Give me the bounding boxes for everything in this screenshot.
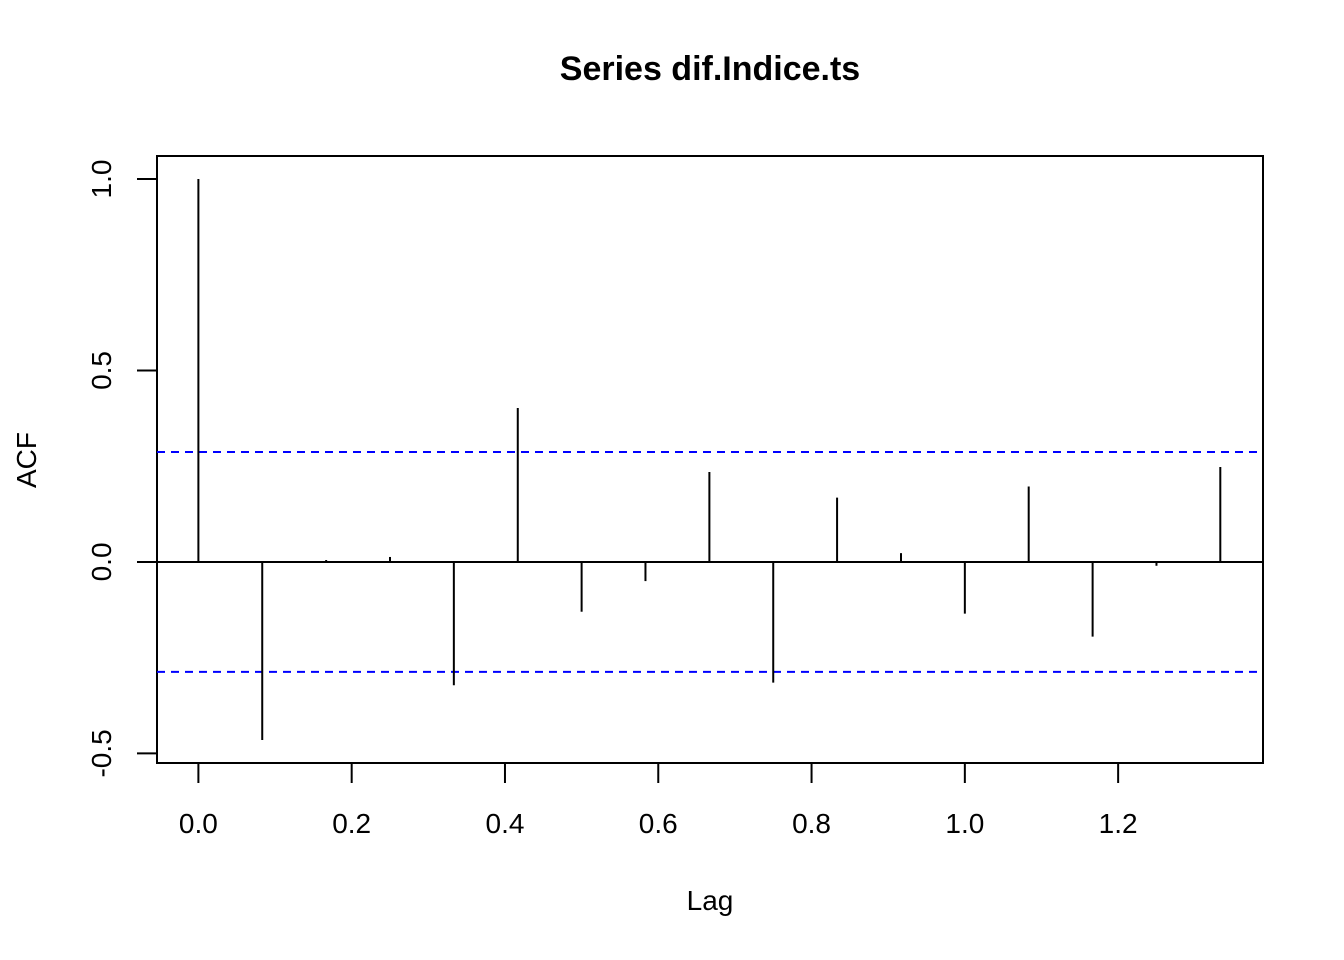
y-tick-label: -0.5 [86, 729, 117, 777]
chart-title: Series dif.Indice.ts [560, 50, 860, 88]
x-axis: 0.0 0.2 0.4 0.6 0.8 1.0 1.2 [179, 762, 1138, 839]
x-tick-label: 0.6 [639, 808, 678, 839]
y-axis: -0.5 0.0 0.5 1.0 [86, 160, 158, 778]
confidence-bounds [157, 451, 1263, 673]
y-tick-label: 0.5 [86, 351, 117, 390]
x-tick-label: 0.0 [179, 808, 218, 839]
x-tick-label: 1.2 [1099, 808, 1138, 839]
y-tick-label: 1.0 [86, 160, 117, 199]
x-tick-label: 1.0 [945, 808, 984, 839]
y-axis-label: ACF [11, 432, 42, 488]
acf-bars [197, 178, 1222, 741]
y-tick-label: 0.0 [86, 542, 117, 581]
x-axis-label: Lag [687, 885, 734, 916]
x-tick-label: 0.8 [792, 808, 831, 839]
x-tick-label: 0.2 [332, 808, 371, 839]
x-tick-label: 0.4 [486, 808, 525, 839]
